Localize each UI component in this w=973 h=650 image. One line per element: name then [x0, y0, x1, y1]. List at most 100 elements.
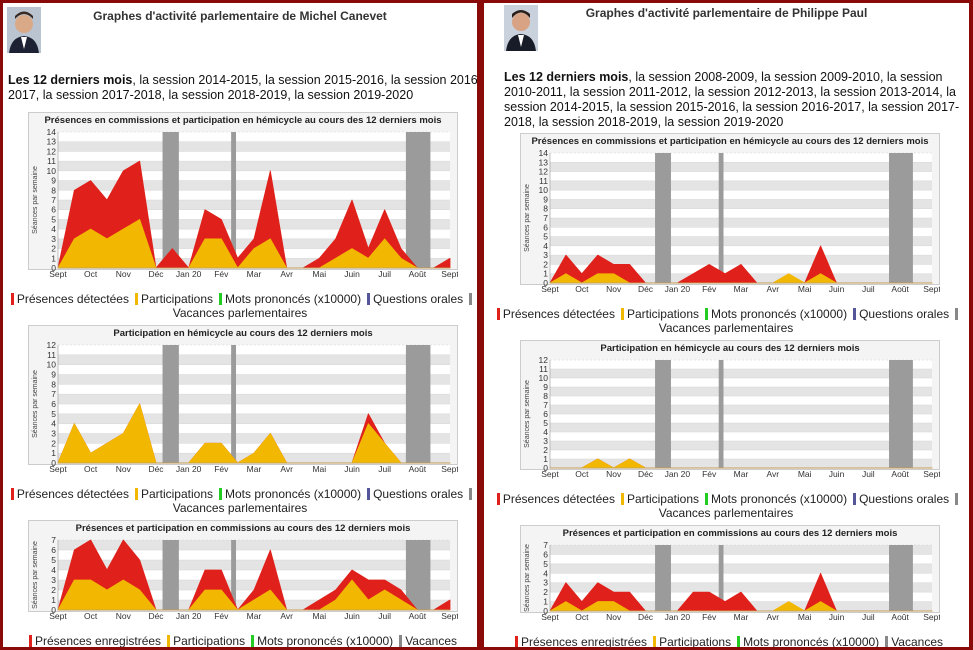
grid-stripe	[550, 545, 932, 555]
legend-swatch	[620, 308, 624, 320]
legend-swatch	[853, 493, 857, 505]
chart-title: Présences en commissions et participatio…	[531, 136, 928, 147]
vacation-band	[405, 345, 431, 463]
legend-item: Questions orales	[847, 492, 949, 506]
y-tick-label: 10	[539, 373, 549, 383]
legend-item: Mots prononcés (x10000)	[731, 635, 879, 647]
x-tick-label: Fév	[214, 611, 229, 621]
y-tick-label: 1	[543, 597, 548, 607]
legend-item: Vacances parlementaires	[686, 635, 943, 647]
y-tick-label: 12	[47, 146, 57, 156]
legend-swatch	[469, 488, 473, 500]
vacation-band	[405, 132, 431, 268]
legend-item: Mots prononcés (x10000)	[699, 492, 847, 506]
chart: Présences en commissions et participatio…	[28, 112, 458, 279]
legend-label: Participations	[626, 307, 699, 321]
grid-stripe	[550, 255, 932, 265]
legend-item: Présences enregistrées	[509, 635, 647, 647]
y-tick-label: 3	[543, 578, 548, 588]
y-tick-label: 8	[543, 204, 548, 214]
chart-title: Présences et participation en commission…	[76, 523, 411, 534]
vacation-band	[889, 545, 913, 611]
legend-label: Vacances parlementaires	[658, 321, 794, 335]
legend: Présences détectées Participations Mots pr…	[486, 492, 966, 520]
x-tick-label: Juil	[378, 269, 391, 279]
y-tick-label: 8	[543, 391, 548, 401]
x-tick-label: Juin	[344, 464, 360, 474]
x-tick-label: Avr	[280, 611, 293, 621]
y-axis-label: Séances par semaine	[524, 184, 531, 252]
session-list: Les 12 derniers mois, la session 2008-20…	[504, 70, 969, 130]
y-tick-label: 2	[51, 438, 56, 448]
legend-item: Mots prononcés (x10000)	[213, 292, 361, 306]
legend-item: Présences détectées	[5, 292, 129, 306]
y-tick-label: 7	[543, 213, 548, 223]
y-tick-label: 9	[51, 176, 56, 186]
y-axis-label: Séances par semaine	[32, 370, 39, 438]
legend-swatch	[28, 635, 32, 647]
legend-label: Participations	[626, 492, 699, 506]
area-series	[57, 219, 451, 269]
legend-label: Présences détectées	[502, 492, 615, 506]
grid-stripe	[550, 180, 932, 191]
vacation-band	[718, 360, 724, 468]
x-tick-label: Juin	[829, 469, 845, 479]
y-tick-label: 1	[51, 595, 56, 605]
x-tick-label: Sept	[441, 611, 458, 621]
x-tick-label: Juil	[862, 612, 875, 622]
x-tick-label: Avr	[767, 612, 780, 622]
legend-label: Présences enregistrées	[520, 635, 648, 647]
vacation-band	[889, 153, 913, 283]
y-tick-label: 12	[539, 167, 549, 177]
y-tick-label: 5	[51, 214, 56, 224]
legend-item: Participations	[615, 492, 699, 506]
vacation-band	[655, 360, 671, 468]
grid-stripe	[58, 394, 450, 404]
x-tick-label: Nov	[116, 611, 132, 621]
x-tick-label: Sept	[923, 284, 940, 294]
panel-title: Graphes d'activité parlementaire de Mich…	[93, 9, 387, 23]
x-tick-label: Mar	[247, 464, 262, 474]
grid-stripe	[58, 433, 450, 444]
session-text: , la session 2014-2015, la session 2015-…	[8, 73, 477, 102]
grid-stripe	[58, 141, 450, 152]
grid-stripe	[550, 405, 932, 414]
legend-label: Présences détectées	[502, 307, 615, 321]
x-tick-label: Août	[409, 464, 427, 474]
legend: Présences enregistrées Participations Mots…	[486, 635, 966, 647]
grid-stripe	[550, 162, 932, 172]
legend-item: Participations	[129, 487, 213, 501]
grid-stripe	[58, 161, 450, 171]
y-tick-label: 2	[543, 259, 548, 269]
legend-label: Vacances parlementaires	[172, 306, 308, 320]
y-tick-label: 11	[539, 364, 548, 374]
legend-swatch	[134, 293, 138, 305]
y-tick-label: 4	[51, 224, 56, 234]
grid-stripe	[58, 219, 450, 230]
y-axis-label: Séances par semaine	[32, 166, 39, 234]
y-tick-label: 5	[543, 559, 548, 569]
x-tick-label: Mar	[734, 612, 749, 622]
y-tick-label: 8	[51, 185, 56, 195]
y-tick-label: 4	[51, 565, 56, 575]
x-tick-label: Sept	[541, 612, 559, 622]
legend-item: Vacances parlementaires	[200, 634, 457, 647]
legend-item: Vacances parlementaires	[173, 292, 475, 320]
x-tick-label: Juin	[344, 611, 360, 621]
grid-stripe	[550, 441, 932, 450]
x-tick-label: Juin	[829, 284, 845, 294]
y-tick-label: 3	[543, 250, 548, 260]
grid-stripe	[58, 354, 450, 365]
legend-item: Présences détectées	[491, 492, 615, 506]
y-tick-label: 7	[51, 195, 56, 205]
y-tick-label: 7	[51, 389, 56, 399]
legend-swatch	[399, 635, 403, 647]
legend-swatch	[853, 308, 857, 320]
grid-stripe	[550, 423, 932, 432]
legend-label: Mots prononcés (x10000)	[743, 635, 880, 647]
x-tick-label: Oct	[575, 284, 589, 294]
grid-stripe	[58, 540, 450, 550]
y-tick-label: 6	[543, 409, 548, 419]
x-tick-label: Mai	[798, 469, 812, 479]
